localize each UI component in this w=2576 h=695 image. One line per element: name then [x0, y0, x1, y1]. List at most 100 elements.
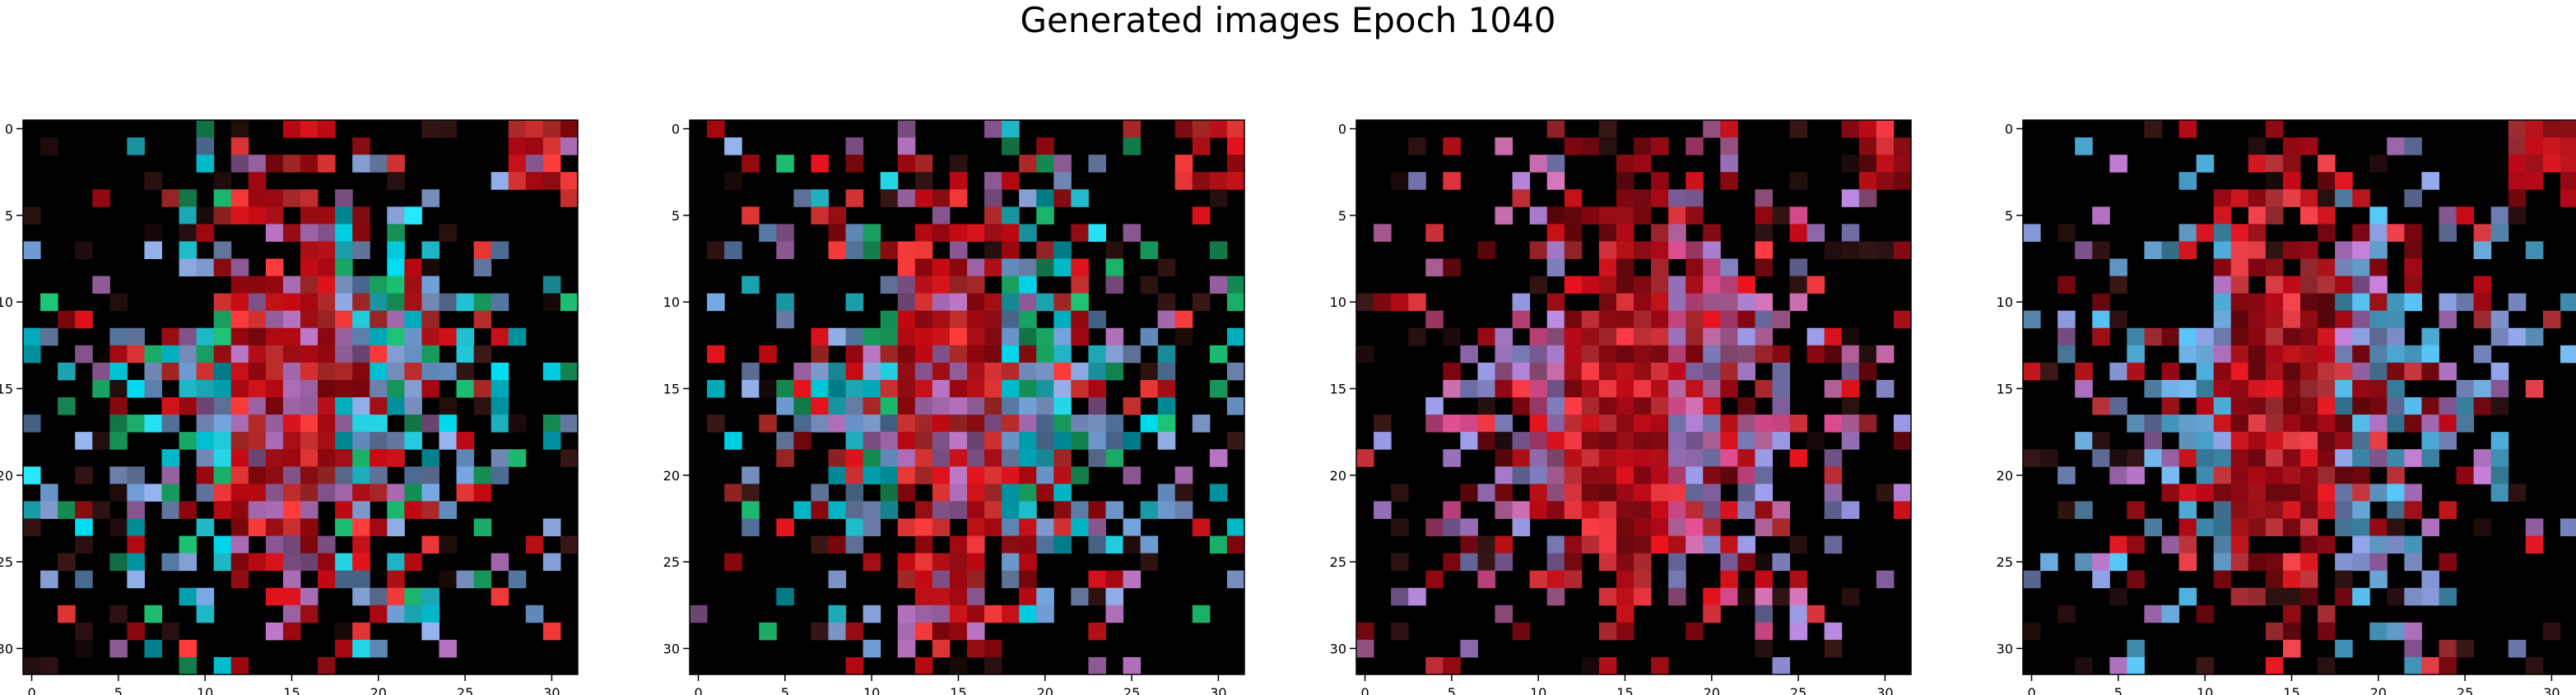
pixel	[1019, 466, 1037, 484]
pixel	[1140, 553, 1159, 572]
y-tick-label: 15	[1330, 381, 1346, 396]
pixel	[1512, 362, 1531, 381]
pixel	[949, 501, 968, 519]
pixel	[335, 379, 353, 398]
pixel	[2265, 293, 2284, 312]
pixel	[724, 553, 742, 572]
pixel	[2300, 327, 2318, 346]
pixel	[1755, 379, 1773, 398]
pixel	[1174, 120, 1193, 138]
pixel	[1634, 535, 1652, 554]
pixel	[196, 155, 215, 173]
x-tick-label: 25	[1790, 685, 1806, 695]
pixel	[318, 415, 336, 433]
pixel	[1071, 258, 1089, 277]
pixel	[1477, 535, 1495, 554]
pixel	[1616, 189, 1634, 207]
pixel	[1789, 570, 1808, 589]
pixel	[1036, 345, 1054, 364]
pixel	[984, 189, 1002, 207]
pixel	[1772, 432, 1791, 450]
pixel	[1546, 241, 1565, 259]
pixel	[560, 137, 579, 155]
pixel	[456, 570, 475, 589]
pixel	[863, 553, 881, 572]
pixel	[1477, 241, 1495, 259]
pixel	[248, 449, 267, 467]
y-tick-label: 20	[1330, 468, 1346, 484]
pixel	[2421, 518, 2439, 536]
pixel	[1071, 501, 1089, 519]
pixel	[1876, 155, 1895, 173]
pixel	[2525, 379, 2544, 398]
pixel	[421, 449, 439, 467]
pixel	[1174, 466, 1193, 484]
pixel	[1686, 535, 1704, 554]
pixel	[265, 518, 284, 536]
pixel	[352, 293, 370, 312]
pixel	[1755, 189, 1773, 207]
pixel	[707, 120, 725, 138]
pixel	[1425, 656, 1444, 675]
pixel	[1876, 137, 1895, 155]
pixel	[1088, 432, 1106, 450]
pixel	[75, 639, 93, 658]
pixel	[2092, 241, 2110, 259]
pixel	[776, 241, 794, 259]
pixel	[2335, 449, 2353, 467]
pixel	[2335, 501, 2353, 519]
pixel	[2387, 622, 2405, 641]
pixel	[1772, 656, 1791, 675]
pixel	[179, 535, 198, 554]
y-tick-label: 5	[1338, 208, 1346, 224]
pixel	[1391, 622, 1409, 641]
pixel	[318, 397, 336, 415]
pixel	[508, 415, 527, 433]
pixel	[23, 241, 41, 259]
pixel	[1755, 327, 1773, 346]
pixel	[845, 155, 864, 173]
pixel	[2335, 397, 2353, 415]
pixel	[2508, 484, 2527, 502]
pixel	[2075, 241, 2093, 259]
pixel	[2300, 397, 2318, 415]
pixel	[1088, 656, 1106, 675]
pixel	[213, 484, 232, 502]
pixel	[2248, 206, 2267, 225]
pixel	[2178, 553, 2197, 572]
pixel	[1598, 432, 1617, 450]
pixel	[1755, 639, 1773, 658]
pixel	[2387, 310, 2405, 329]
pixel	[2473, 449, 2492, 467]
pixel	[1703, 432, 1721, 450]
pixel	[1460, 432, 1478, 450]
pixel	[2318, 276, 2336, 294]
pixel	[1036, 484, 1054, 502]
pixel	[1668, 327, 1686, 346]
pixel	[1192, 206, 1211, 225]
pixel	[1123, 535, 1142, 554]
pixel	[2265, 189, 2284, 207]
pixel	[2282, 345, 2301, 364]
pixel	[2404, 622, 2422, 641]
pixel	[2109, 535, 2127, 554]
pixel	[1720, 172, 1738, 190]
pixel	[439, 293, 458, 312]
pixel	[2161, 397, 2180, 415]
pixel	[282, 155, 301, 173]
pixel	[1564, 397, 1583, 415]
pixel	[2127, 345, 2145, 364]
pixel	[707, 293, 725, 312]
pixel	[984, 605, 1002, 623]
pixel	[1053, 189, 1072, 207]
pixel	[2213, 241, 2232, 259]
pixel	[2318, 189, 2336, 207]
pixel	[300, 224, 319, 242]
pixel	[2092, 397, 2110, 415]
pixel	[1036, 137, 1054, 155]
pixel	[352, 206, 370, 225]
pixel	[2352, 415, 2370, 433]
pixel	[2439, 501, 2457, 519]
pixel	[2144, 379, 2162, 398]
pixel	[196, 379, 215, 398]
